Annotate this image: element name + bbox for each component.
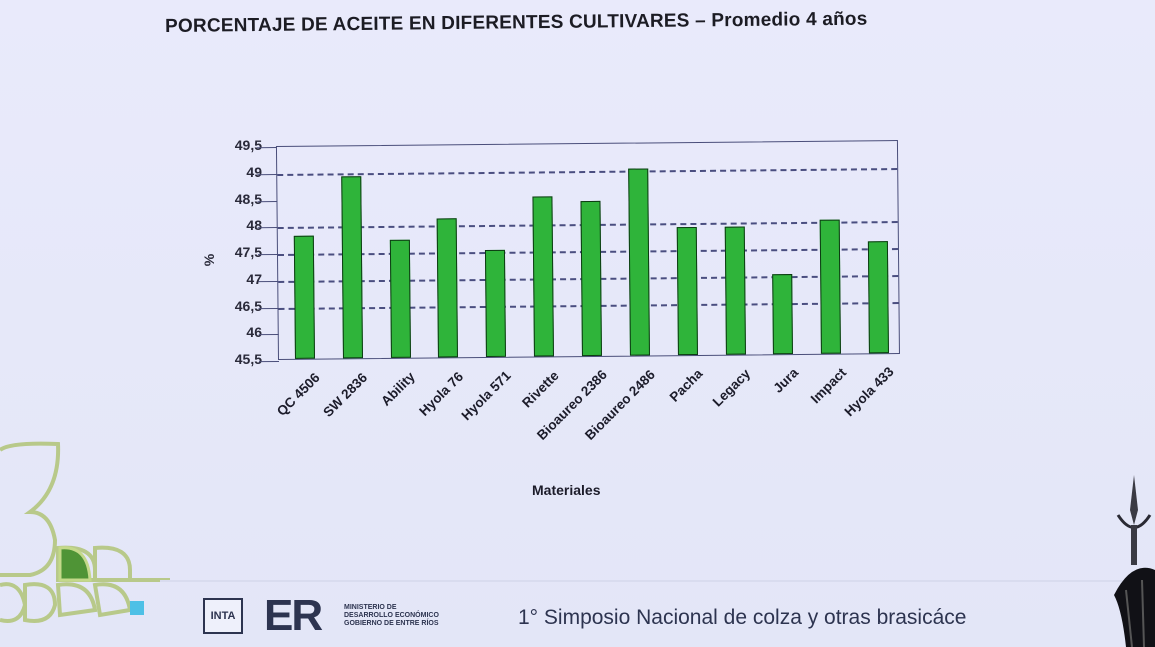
y-tick-mark (257, 200, 278, 202)
y-tick-label: 49,5 (234, 137, 262, 153)
ministry-line-3: GOBIERNO DE ENTRE RÍOS (344, 620, 439, 627)
x-tick-label: Hyola 571 (458, 368, 514, 424)
chart-title: PORCENTAJE DE ACEITE EN DIFERENTES CULTI… (165, 8, 868, 37)
x-tick-label: Hyola 433 (841, 364, 897, 420)
y-tick-mark (258, 307, 279, 309)
plot-area (256, 140, 900, 363)
y-tick-label: 46,5 (234, 297, 262, 314)
bar-legacy (724, 226, 746, 355)
x-tick-label: Jura (770, 365, 801, 396)
y-tick-label: 48 (246, 217, 262, 234)
ministry-line-2: DESARROLLO ECONÓMICO (344, 612, 439, 619)
x-tick-label: Impact (807, 364, 849, 406)
y-tick-mark (257, 253, 278, 256)
inta-logo: INTA (203, 598, 243, 634)
y-tick-label: 47 (246, 270, 262, 287)
bar-bioaureo-2386 (580, 200, 602, 357)
x-tick-label: Legacy (709, 365, 754, 410)
x-tick-label: Rivette (519, 367, 562, 410)
bar-ability (389, 240, 411, 358)
event-title: 1° Simposio Nacional de colza y otras br… (518, 606, 967, 629)
x-tick-label: SW 2836 (320, 369, 371, 420)
bar-rivette (532, 195, 555, 357)
y-tick-label: 46 (246, 324, 262, 341)
y-tick-mark (259, 360, 280, 363)
ministry-text: MINISTERIO DE DESARROLLO ECONÓMICO GOBIE… (344, 604, 439, 628)
y-tick-label: 45,5 (234, 351, 262, 367)
er-logo: ER (264, 591, 323, 640)
y-tick-mark (256, 147, 277, 149)
bar-bioaureo-2486 (628, 168, 650, 356)
y-tick-label: 47,5 (234, 244, 262, 260)
bar-pacha (676, 226, 698, 356)
footer-divider (160, 580, 1155, 582)
torch-icon (1114, 475, 1155, 647)
y-tick-mark (257, 227, 278, 229)
gridline (277, 167, 898, 176)
bar-jura (772, 273, 794, 355)
bar-qc-4506 (293, 235, 315, 359)
bar-hyola-433 (867, 240, 890, 354)
y-tick-mark (257, 173, 278, 175)
ministry-line-1: MINISTERIO DE (344, 604, 397, 611)
y-tick-mark (258, 280, 279, 282)
x-tick-label: Ability (378, 369, 419, 409)
bar-hyola-76 (437, 218, 459, 358)
x-tick-label: Pacha (666, 366, 706, 405)
y-tick-label: 48,5 (234, 190, 262, 207)
y-tick-mark (258, 334, 279, 336)
flower-decoration-icon (0, 441, 170, 623)
bar-sw-2836 (341, 176, 363, 359)
y-tick-label: 49 (246, 163, 262, 180)
x-axis-title: Materiales (532, 482, 601, 498)
bar-hyola-571 (485, 249, 507, 358)
bar-impact (819, 219, 842, 354)
x-tick-label: QC 4506 (273, 370, 323, 419)
